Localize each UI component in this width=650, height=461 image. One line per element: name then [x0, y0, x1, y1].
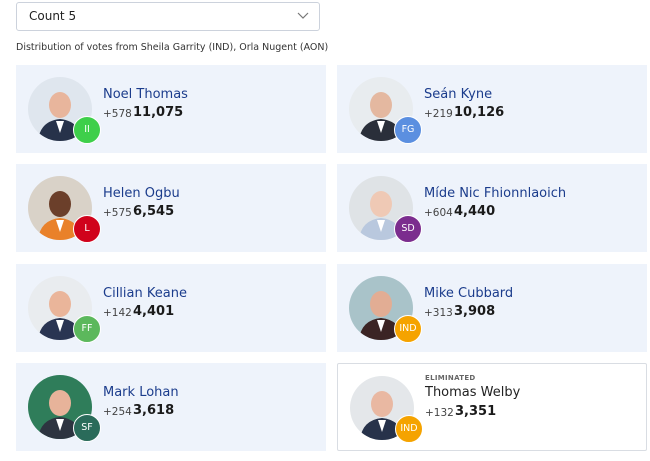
- vote-change: +142: [103, 307, 132, 319]
- party-badge: L: [73, 215, 101, 243]
- party-badge: SF: [73, 414, 101, 442]
- portrait: [360, 391, 404, 440]
- candidate-name: Helen Ogbu: [103, 186, 180, 201]
- party-badge: SD: [394, 215, 422, 243]
- candidate-card: IND ELIMINATED Thomas Welby +132 3,351: [337, 363, 647, 451]
- vote-total: 6,545: [133, 204, 175, 219]
- candidate-photo: [28, 77, 92, 141]
- candidate-card: L Helen Ogbu +575 6,545: [16, 164, 326, 252]
- vote-total: 10,126: [454, 105, 505, 120]
- candidate-name: Mark Lohan: [103, 385, 179, 400]
- vote-total: 3,908: [454, 304, 496, 319]
- party-badge: FG: [394, 116, 422, 144]
- party-badge: IND: [395, 415, 423, 443]
- portrait: [38, 390, 82, 439]
- portrait: [38, 191, 82, 240]
- vote-change: +313: [424, 307, 453, 319]
- candidate-name: Seán Kyne: [424, 87, 493, 102]
- party-badge: II: [73, 116, 101, 144]
- status-label: ELIMINATED: [425, 374, 476, 382]
- vote-total: 3,618: [133, 403, 175, 418]
- vote-total: 4,440: [454, 204, 496, 219]
- candidate-card: IND Mike Cubbard +313 3,908: [337, 264, 647, 352]
- vote-total: 11,075: [133, 105, 184, 120]
- vote-change: +575: [103, 207, 132, 219]
- vote-change: +578: [103, 108, 132, 120]
- vote-change: +254: [103, 406, 132, 418]
- portrait: [359, 92, 403, 141]
- candidate-card: II Noel Thomas +578 11,075: [16, 65, 326, 153]
- portrait: [38, 92, 82, 141]
- vote-change: +132: [425, 407, 454, 419]
- candidate-name: Noel Thomas: [103, 87, 188, 102]
- vote-total: 4,401: [133, 304, 175, 319]
- party-badge: IND: [394, 315, 422, 343]
- portrait: [38, 291, 82, 340]
- candidate-name: Thomas Welby: [425, 385, 521, 400]
- vote-change: +604: [424, 207, 453, 219]
- candidate-card: SF Mark Lohan +254 3,618: [16, 363, 326, 451]
- portrait: [359, 291, 403, 340]
- candidate-card: SD Míde Nic Fhionnlaoich +604 4,440: [337, 164, 647, 252]
- candidate-card: FF Cillian Keane +142 4,401: [16, 264, 326, 352]
- chevron: [297, 12, 309, 19]
- party-badge: FF: [73, 315, 101, 343]
- subtitle: Distribution of votes from Sheila Garrit…: [16, 42, 329, 53]
- vote-change: +219: [424, 108, 453, 120]
- portrait: [359, 191, 403, 240]
- candidate-name: Mike Cubbard: [424, 286, 514, 301]
- candidate-card: FG Seán Kyne +219 10,126: [337, 65, 647, 153]
- candidate-name: Míde Nic Fhionnlaoich: [424, 186, 567, 201]
- dropdown-label: Count 5: [29, 9, 77, 23]
- count-dropdown[interactable]: Count 5: [16, 2, 320, 31]
- vote-total: 3,351: [455, 404, 497, 419]
- candidate-name: Cillian Keane: [103, 286, 187, 301]
